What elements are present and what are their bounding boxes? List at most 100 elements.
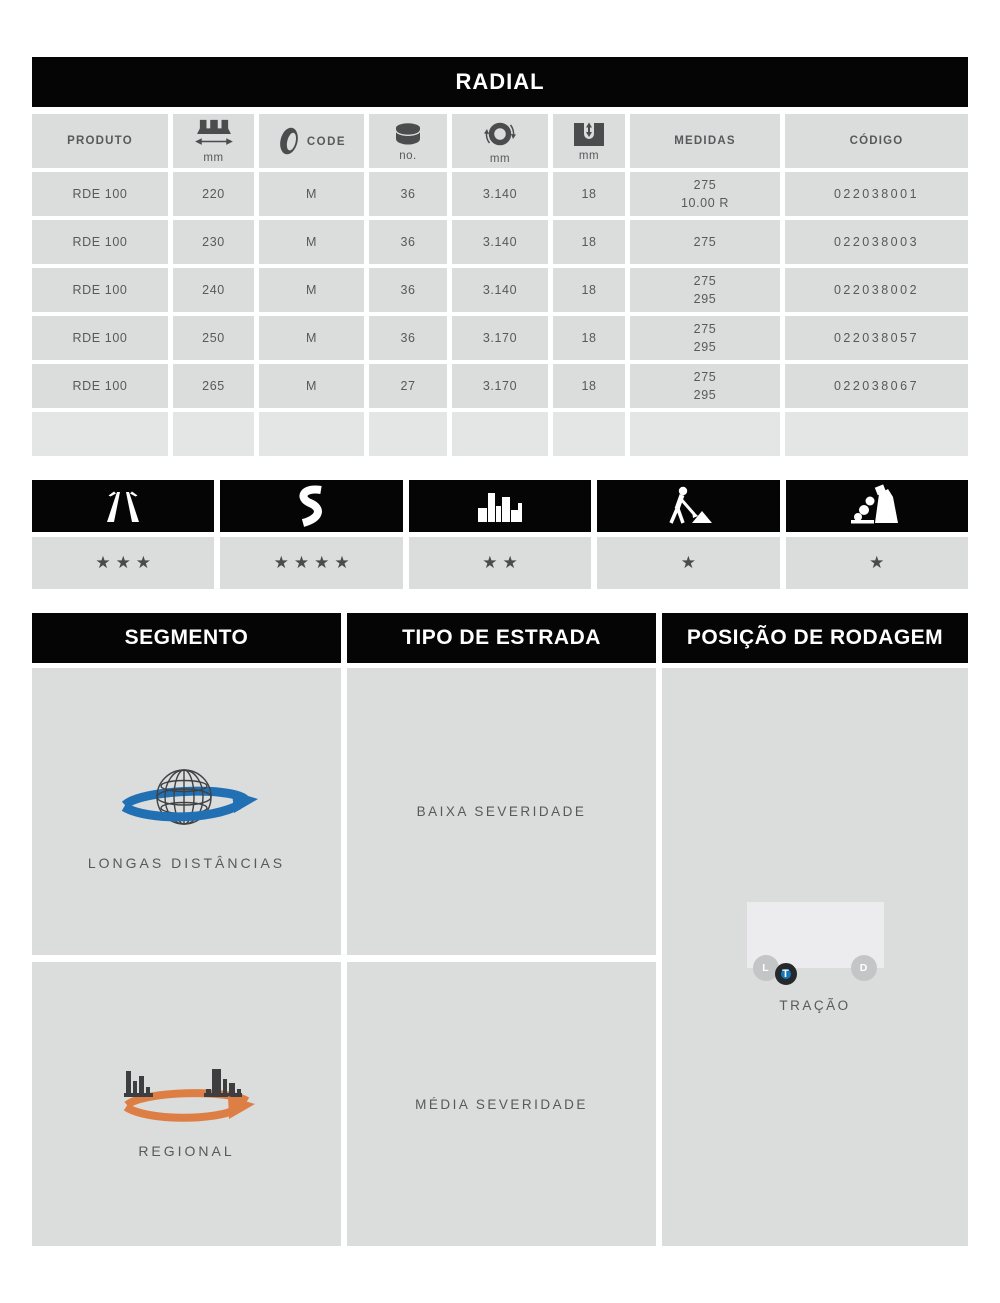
table-cell: 18 [553,364,625,408]
table-cell: 022038002 [785,268,968,312]
wheel-d: D [850,954,877,981]
table-cell: 220 [173,172,254,216]
table-cell: RDE 100 [32,268,168,312]
col-header-codigo: CÓDIGO [785,114,968,168]
terrain-ratings: ★★★ ★★★★ ★★ ★ ★ [32,480,968,589]
severity-medium-panel: MÉDIA SEVERIDADE [347,962,656,1246]
table-cell: 36 [369,268,447,312]
rating-highway: ★★★ [32,537,215,589]
col-header-code-label: CODE [306,136,347,148]
stars: ★ [680,553,702,572]
segmento-long-haul-panel: LONGAS DISTÂNCIAS [32,668,341,955]
table-cell: 265 [173,364,254,408]
stars: ★★★ [95,553,157,572]
table-cell: RDE 100 [32,364,168,408]
severity-medium-label: MÉDIA SEVERIDADE [415,1096,588,1112]
col-header-codigo-label: CÓDIGO [849,135,904,147]
stars: ★★★★ [273,553,355,572]
table-cell-empty [173,412,254,456]
info-sections: SEGMENTO [32,613,968,1246]
col-header-tread-depth: mm [553,114,625,168]
falling-rocks-icon [845,484,909,528]
table-cell: RDE 100 [32,172,168,216]
table-cell: 3.170 [452,316,548,360]
table-cell: 275 295 [630,316,780,360]
winding-road-icon [280,484,344,528]
section-tipo-de-estrada: TIPO DE ESTRADA BAIXA SEVERIDADE MÉDIA S… [347,613,656,1246]
table-cell: 022038057 [785,316,968,360]
wheel-t-active: T [774,962,797,985]
stars: ★★ [482,553,523,572]
table-cell: 36 [369,316,447,360]
table-cell: M [259,220,364,264]
col-header-tread-width-unit: mm [203,152,224,164]
table-cell: M [259,268,364,312]
table-cell: 3.140 [452,220,548,264]
col-header-tread-depth-unit: mm [578,149,600,162]
table-cell: 36 [369,220,447,264]
truck-body: L T D [746,901,884,985]
table-cell: 022038001 [785,172,968,216]
rolling-circumference-icon [483,117,517,151]
table-cell: 275 295 [630,268,780,312]
col-header-plies: no. [369,114,447,168]
table-cell-empty [369,412,447,456]
tread-width-icon [193,118,235,150]
severity-low-label: BAIXA SEVERIDADE [416,804,587,819]
table-cell: 230 [173,220,254,264]
terrain-highway [32,480,215,532]
traction-caption: TRAÇÃO [779,997,851,1013]
table-cell: 022038003 [785,220,968,264]
table-cell: 18 [553,268,625,312]
col-header-medidas: MEDIDAS [630,114,780,168]
ply-count-icon [392,121,424,148]
segmento-regional-label: REGIONAL [138,1143,235,1159]
col-header-circumference: mm [452,114,548,168]
tread-depth-icon [571,121,607,148]
rating-city: ★★ [408,537,592,589]
tipo-de-estrada-header: TIPO DE ESTRADA [347,613,656,663]
table-cell: M [259,364,364,408]
terrain-roadworks [597,480,780,532]
segmento-header: SEGMENTO [32,613,341,663]
table-cell-empty [259,412,364,456]
col-header-circumference-unit: mm [489,153,511,165]
table-cell: M [259,172,364,216]
col-header-produto: PRODUTO [32,114,168,168]
col-header-tread-width: mm [173,114,254,168]
table-cell-empty [32,412,168,456]
rating-roadworks: ★ [597,537,780,589]
posicao-de-rodagem-header: POSIÇÃO DE RODAGEM [662,613,968,663]
table-cell-empty [630,412,780,456]
table-cell: 18 [553,316,625,360]
wheel-l-label: L [762,961,769,974]
highway-icon [91,484,155,528]
table-cell: 3.140 [452,172,548,216]
table-cell: 240 [173,268,254,312]
table-cell: RDE 100 [32,316,168,360]
table-cell-empty [452,412,548,456]
truck-diagram: L T D TRAÇÃO [746,901,884,1013]
segmento-long-haul-label: LONGAS DISTÂNCIAS [87,854,286,871]
rating-falling-rocks: ★ [785,537,968,589]
table-cell: 3.140 [452,268,548,312]
section-posicao-de-rodagem: POSIÇÃO DE RODAGEM L T D [662,613,968,1246]
wheel-l: L [752,954,779,981]
col-header-code: CODE [259,114,364,168]
catalog-page: RADIAL PRODUTO mm [32,57,968,1246]
terrain-city [408,480,592,532]
tipo-de-estrada-title: TIPO DE ESTRADA [402,626,601,649]
table-cell-empty [785,412,968,456]
terrain-winding-road [220,480,403,532]
terrain-falling-rocks [785,480,968,532]
globe-long-haul-icon [111,753,263,849]
wheel-t-label: T [782,967,789,980]
wheel-d-label: D [859,961,868,974]
axle-position-panel: L T D TRAÇÃO [662,668,968,1246]
segmento-title: SEGMENTO [124,626,249,649]
section-segmento: SEGMENTO [32,613,341,1246]
rating-winding-road: ★★★★ [220,537,403,589]
table-cell: 022038067 [785,364,968,408]
posicao-de-rodagem-title: POSIÇÃO DE RODAGEM [686,626,944,649]
table-cell-empty [553,412,625,456]
